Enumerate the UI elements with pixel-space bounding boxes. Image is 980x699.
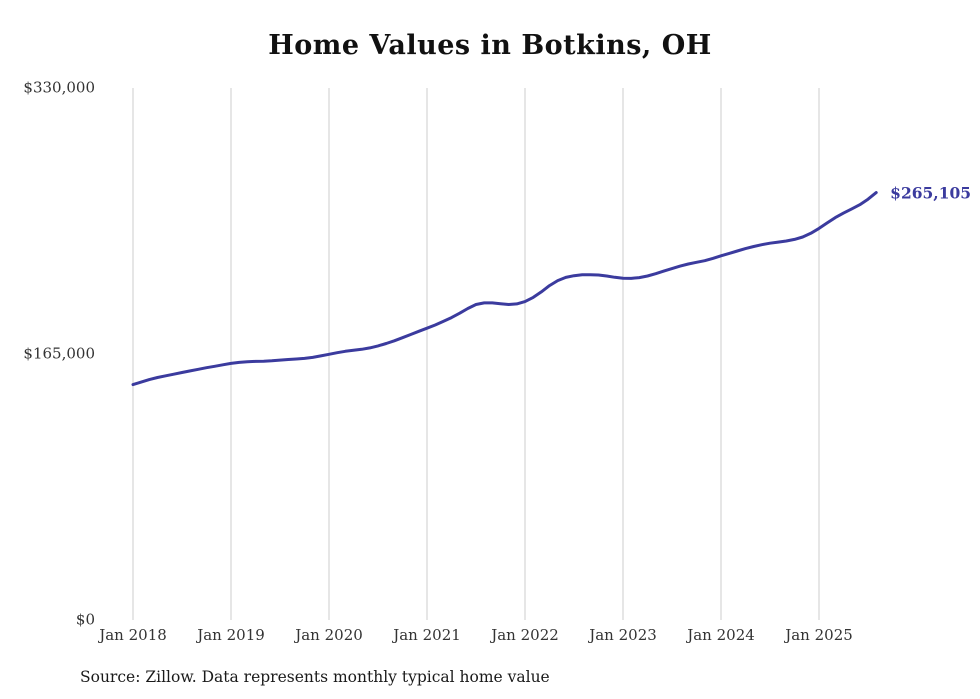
y-axis-tick-label: $0	[75, 610, 95, 629]
home-value-line	[131, 191, 878, 387]
x-axis-tick-label: Jan 2020	[295, 626, 363, 644]
chart-title: Home Values in Botkins, OH	[268, 30, 712, 61]
y-axis-tick-label: $165,000	[23, 344, 95, 363]
source-note: Source: Zillow. Data represents monthly …	[80, 668, 550, 686]
x-axis-tick-label: Jan 2021	[393, 626, 461, 644]
x-axis-tick-label: Jan 2019	[197, 626, 265, 644]
x-axis-tick-label: Jan 2023	[589, 626, 657, 644]
x-axis-tick-label: Jan 2022	[491, 626, 559, 644]
x-axis-tick-label: Jan 2024	[687, 626, 755, 644]
last-value-label: $265,105	[890, 183, 972, 203]
x-axis-tick-label: Jan 2018	[99, 626, 167, 644]
y-axis-tick-label: $330,000	[23, 78, 95, 97]
x-axis-tick-label: Jan 2025	[785, 626, 853, 644]
